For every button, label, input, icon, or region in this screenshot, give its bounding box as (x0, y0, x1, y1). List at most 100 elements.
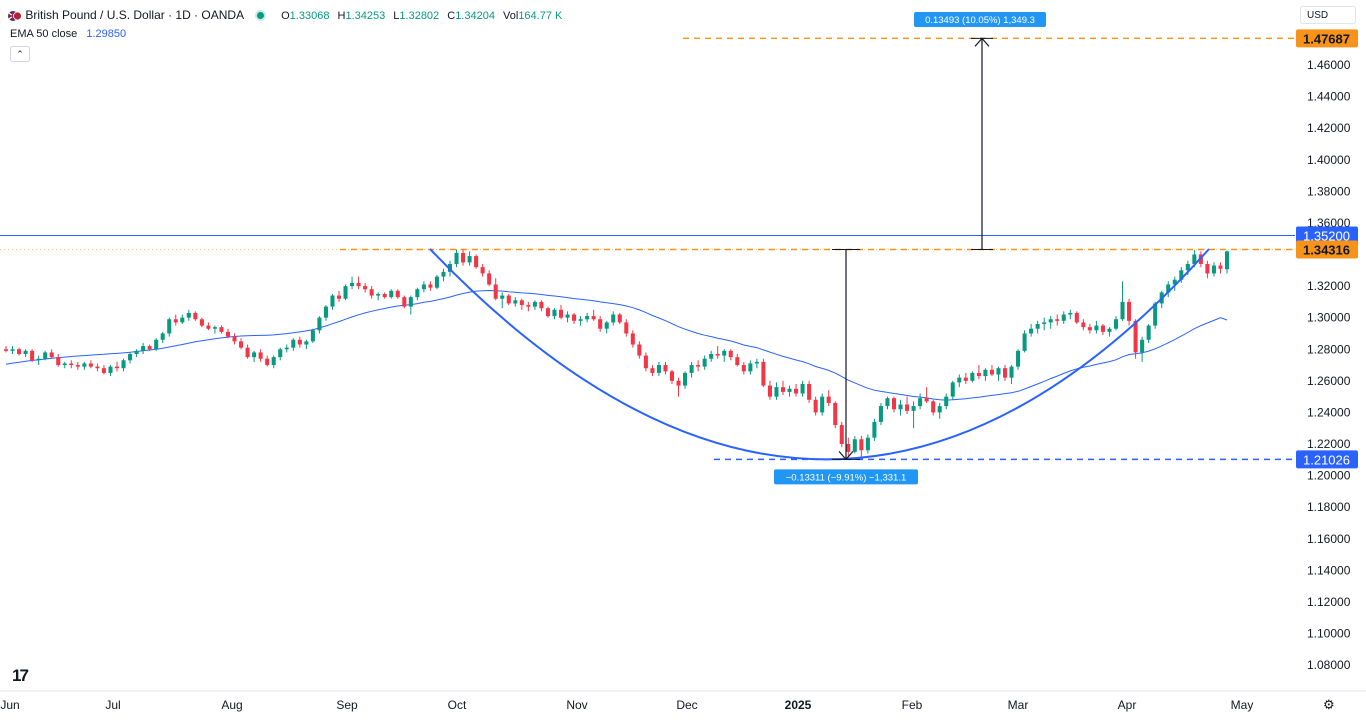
candle-body (252, 352, 257, 358)
candle (317, 316, 322, 334)
candle (336, 290, 342, 302)
candle (663, 361, 668, 375)
candle (402, 295, 407, 309)
y-tick-label: 1.42000 (1307, 121, 1351, 135)
price-label-box (1296, 240, 1358, 259)
candle (1074, 311, 1079, 324)
candle-body (75, 365, 80, 367)
candle (421, 281, 426, 293)
candle-body (180, 317, 185, 323)
candle (173, 314, 178, 326)
candle (780, 380, 786, 396)
candle (976, 365, 981, 380)
candle-body (336, 295, 342, 299)
currency-selector[interactable]: USD (1300, 6, 1356, 24)
candle-body (95, 366, 100, 369)
candle-body (519, 300, 524, 306)
candle-body (82, 363, 87, 367)
candle (154, 338, 159, 351)
candle-body (878, 406, 883, 422)
candle-body (330, 295, 335, 307)
candle-body (735, 357, 740, 366)
candle-body (1094, 325, 1099, 331)
candle-body (343, 286, 348, 299)
candle (839, 421, 844, 448)
candle (62, 361, 67, 369)
candle-body (1061, 314, 1066, 321)
candle (363, 282, 368, 293)
candle-body (839, 425, 844, 444)
candle-body (304, 341, 309, 345)
candle-body (1042, 322, 1047, 324)
candle (1211, 262, 1216, 277)
candle-body (36, 358, 41, 361)
candle-body (1120, 301, 1125, 320)
candle-body (323, 306, 328, 318)
candle (572, 312, 577, 324)
candle (918, 393, 923, 410)
candle-body (1185, 263, 1190, 271)
candle-body (402, 297, 407, 307)
candle (304, 339, 309, 350)
candle-body (983, 369, 988, 377)
candle-body (3, 349, 9, 351)
candle-body (1100, 325, 1105, 332)
candle-body (532, 301, 537, 307)
collapse-legend-button[interactable]: ⌃ (10, 46, 30, 62)
candle (506, 293, 511, 306)
candle-body (506, 295, 511, 304)
candle-body (167, 319, 172, 334)
candle (1016, 349, 1021, 370)
candle-body (428, 284, 433, 288)
ema-legend[interactable]: EMA 50 close 1.29850 (10, 28, 126, 40)
candle-body (408, 297, 413, 307)
symbol-title[interactable]: British Pound / U.S. Dollar · 1D · OANDA (25, 8, 244, 22)
open-value: 1.33068 (289, 10, 330, 22)
candle (1140, 336, 1145, 362)
ohlc-values: O1.33068 H1.34253 L1.32802 C1.34204 Vol1… (281, 10, 567, 22)
candle-body (558, 309, 564, 318)
candle (963, 372, 968, 384)
candle-body (10, 349, 15, 351)
candle (996, 366, 1001, 381)
candle-body (500, 295, 505, 299)
candle-body (1211, 265, 1216, 274)
candle (186, 309, 191, 321)
gbp-usd-flag-icon (8, 10, 22, 21)
candle-body (480, 267, 485, 274)
candle (75, 361, 80, 370)
candle-body (1166, 284, 1171, 293)
candle-body (885, 398, 890, 407)
candle (428, 281, 433, 291)
candle-body (219, 327, 224, 332)
candle (911, 401, 916, 429)
y-tick-label: 1.08000 (1307, 658, 1351, 672)
measure-down-label-box (774, 469, 918, 485)
candle (859, 436, 864, 459)
candle (180, 314, 185, 324)
candle-body (114, 366, 120, 369)
x-tick-label: May (1231, 698, 1254, 712)
x-tick-label: Sep (336, 698, 358, 712)
settings-gear-icon[interactable]: ⚙ (1323, 697, 1335, 712)
open-label: O (281, 10, 290, 22)
candle-body (650, 368, 655, 373)
candle-body (859, 439, 864, 451)
candle (552, 308, 557, 320)
candle (95, 363, 100, 372)
candle (141, 342, 146, 354)
low-label: L (393, 10, 400, 22)
candle (69, 360, 74, 369)
close-label: C (447, 10, 456, 22)
candle (323, 305, 328, 321)
candle (1113, 316, 1119, 331)
candle (49, 349, 54, 359)
candle (36, 355, 41, 366)
candle-body (1107, 328, 1112, 332)
candle (199, 317, 204, 328)
candle-body (565, 314, 570, 318)
candle (598, 316, 603, 332)
candle (1042, 317, 1047, 331)
